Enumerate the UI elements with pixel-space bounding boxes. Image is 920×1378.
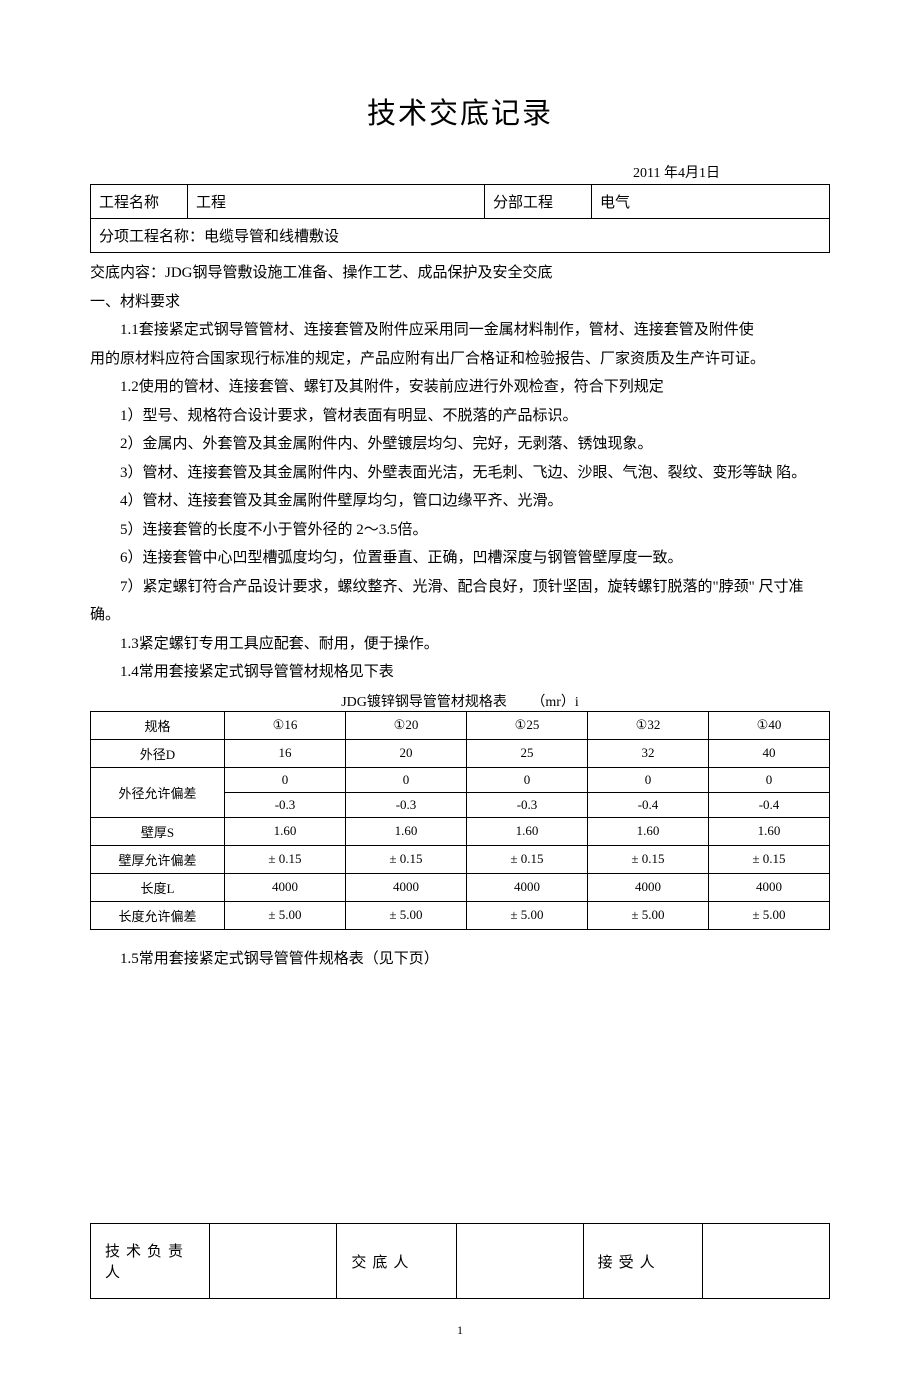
table-row: 规格 ①16 ①20 ①25 ①32 ①40 [91, 711, 830, 739]
cell: 壁厚允许偏差 [91, 845, 225, 873]
cell: 4000 [225, 873, 346, 901]
receiver-value [702, 1224, 829, 1299]
cell: ± 5.00 [588, 901, 709, 929]
cell: ± 5.00 [346, 901, 467, 929]
cell: 0 [346, 767, 467, 792]
table-row: 长度允许偏差 ± 5.00 ± 5.00 ± 5.00 ± 5.00 ± 5.0… [91, 901, 830, 929]
list-item: 3）管材、连接套管及其金属附件内、外壁表面光洁，无毛刺、飞边、沙眼、气泡、裂纹、… [90, 459, 830, 488]
cell: ①20 [346, 711, 467, 739]
section-heading: 一、材料要求 [90, 288, 830, 317]
cell: ①40 [709, 711, 830, 739]
cell: 外径允许偏差 [91, 767, 225, 817]
cell: 0 [467, 767, 588, 792]
cell: 40 [709, 739, 830, 767]
list-item: 7）紧定螺钉符合产品设计要求，螺纹整齐、光滑、配合良好，顶针坚固，旋转螺钉脱落的… [90, 573, 830, 630]
cell: ± 0.15 [346, 845, 467, 873]
discloser-value [456, 1224, 583, 1299]
paragraph: 1.2使用的管材、连接套管、螺钉及其附件，安装前应进行外观检查，符合下列规定 [90, 373, 830, 402]
body-content: 交底内容：JDG钢导管敷设施工准备、操作工艺、成品保护及安全交底 一、材料要求 … [90, 259, 830, 687]
cell: 4000 [346, 873, 467, 901]
cell: 壁厚S [91, 817, 225, 845]
header-table: 工程名称 工程 分部工程 电气 分项工程名称：电缆导管和线槽敷设 [90, 184, 830, 253]
cell: -0.3 [346, 792, 467, 817]
cell: ①25 [467, 711, 588, 739]
cell: ± 5.00 [225, 901, 346, 929]
cell: ①16 [225, 711, 346, 739]
cell: 1.60 [225, 817, 346, 845]
section-label: 分部工程 [485, 185, 592, 219]
cell: 20 [346, 739, 467, 767]
date: 2011 年4月1日 [90, 162, 830, 182]
paragraph: 1.4常用套接紧定式钢导管管材规格见下表 [90, 658, 830, 687]
cell: 长度L [91, 873, 225, 901]
cell: -0.3 [225, 792, 346, 817]
list-item: 6）连接套管中心凹型槽弧度均匀，位置垂直、正确，凹槽深度与钢管管壁厚度一致。 [90, 544, 830, 573]
tech-lead-value [210, 1224, 337, 1299]
cell: 0 [709, 767, 830, 792]
discloser-label: 交底人 [337, 1224, 456, 1299]
project-label: 工程名称 [91, 185, 188, 219]
spec-table: 规格 ①16 ①20 ①25 ①32 ①40 外径D 16 20 25 32 4… [90, 711, 830, 930]
cell: 规格 [91, 711, 225, 739]
list-item: 4）管材、连接套管及其金属附件壁厚均匀，管口边缘平齐、光滑。 [90, 487, 830, 516]
list-item: 2）金属内、外套管及其金属附件内、外壁镀层均匀、完好，无剥落、锈蚀现象。 [90, 430, 830, 459]
sign-table: 技术负责人 交底人 接受人 [90, 1223, 830, 1299]
table-row: 工程名称 工程 分部工程 电气 [91, 185, 830, 219]
spec-table-caption: JDG镀锌钢导管管材规格表 （mr）i [90, 691, 830, 711]
paragraph: 1.1套接紧定式钢导管管材、连接套管及附件应采用同一金属材料制作，管材、连接套管… [90, 316, 830, 345]
cell: 4000 [709, 873, 830, 901]
cell: 32 [588, 739, 709, 767]
table-row: 长度L 4000 4000 4000 4000 4000 [91, 873, 830, 901]
cell: 1.60 [467, 817, 588, 845]
list-item: 5）连接套管的长度不小于管外径的 2～3.5倍。 [90, 516, 830, 545]
cell: ± 0.15 [467, 845, 588, 873]
paragraph: 1.3紧定螺钉专用工具应配套、耐用，便于操作。 [90, 630, 830, 659]
page-number: 1 [90, 1323, 830, 1338]
table-row: 壁厚允许偏差 ± 0.15 ± 0.15 ± 0.15 ± 0.15 ± 0.1… [91, 845, 830, 873]
cell: ± 0.15 [588, 845, 709, 873]
cell: ± 5.00 [709, 901, 830, 929]
table-row: 壁厚S 1.60 1.60 1.60 1.60 1.60 [91, 817, 830, 845]
project-value: 工程 [188, 185, 485, 219]
spacer [90, 988, 830, 1223]
cell: ± 0.15 [709, 845, 830, 873]
receiver-label: 接受人 [583, 1224, 702, 1299]
paragraph: 用的原材料应符合国家现行标准的规定，产品应附有出厂合格证和检验报告、厂家资质及生… [90, 345, 830, 374]
cell: 1.60 [588, 817, 709, 845]
paragraph: 1.5常用套接紧定式钢导管管件规格表（见下页） [90, 945, 830, 974]
table-row: 外径允许偏差 0 0 0 0 0 [91, 767, 830, 792]
cell: ①32 [588, 711, 709, 739]
cell: ± 5.00 [467, 901, 588, 929]
list-item: 1）型号、规格符合设计要求，管材表面有明显、不脱落的产品标识。 [90, 402, 830, 431]
cell: 0 [225, 767, 346, 792]
subitem-row: 分项工程名称：电缆导管和线槽敷设 [91, 219, 830, 253]
cell: ± 0.15 [225, 845, 346, 873]
cell: 1.60 [709, 817, 830, 845]
cell: -0.4 [709, 792, 830, 817]
table-row: 分项工程名称：电缆导管和线槽敷设 [91, 219, 830, 253]
disclosure-line: 交底内容：JDG钢导管敷设施工准备、操作工艺、成品保护及安全交底 [90, 259, 830, 288]
cell: 25 [467, 739, 588, 767]
cell: 外径D [91, 739, 225, 767]
cell: 0 [588, 767, 709, 792]
cell: 4000 [588, 873, 709, 901]
cell: 16 [225, 739, 346, 767]
cell: 长度允许偏差 [91, 901, 225, 929]
tech-lead-label: 技术负责人 [91, 1224, 210, 1299]
table-row: 技术负责人 交底人 接受人 [91, 1224, 830, 1299]
page-title: 技术交底记录 [90, 90, 830, 132]
cell: 1.60 [346, 817, 467, 845]
cell: -0.4 [588, 792, 709, 817]
section-value: 电气 [592, 185, 830, 219]
table-row: 外径D 16 20 25 32 40 [91, 739, 830, 767]
cell: 4000 [467, 873, 588, 901]
cell: -0.3 [467, 792, 588, 817]
